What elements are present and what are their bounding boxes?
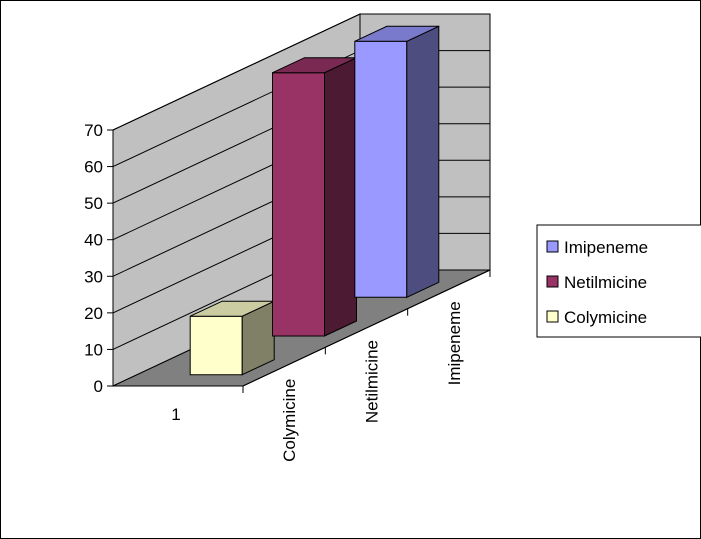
y-axis-ticks: 0 10 20 30 40 50 60 70 [84, 121, 114, 396]
bar-colymicine [189, 300, 275, 376]
bar-netilmicine [272, 56, 357, 337]
gridline [112, 13, 490, 131]
legend-label-colymicine: Colymicine [564, 308, 647, 327]
y-tick-label: 60 [84, 158, 103, 177]
legend-box [536, 224, 701, 338]
bar-front [189, 315, 243, 376]
y-tick-label: 70 [84, 121, 103, 140]
y-tick-label: 20 [84, 304, 103, 323]
depth-label-colymicine: Colymicine [280, 379, 299, 462]
bar-side [406, 25, 440, 299]
bar-side [324, 56, 357, 337]
y-tick-label: 30 [84, 267, 103, 286]
depth-label-imipeneme: Imipeneme [445, 301, 464, 385]
legend-swatch-colymicine [546, 310, 559, 323]
bar-front [272, 72, 325, 337]
legend-swatch-imipeneme [546, 240, 559, 253]
depth-axis-line [242, 269, 491, 387]
y-tick-label: 0 [94, 377, 103, 396]
bar-top [354, 25, 440, 42]
chart-legend: Imipeneme Netilmicine Colymicine [536, 224, 701, 338]
bar-front [354, 40, 408, 298]
y-tick-label: 50 [84, 194, 103, 213]
legend-label-netilmicine: Netilmicine [564, 273, 647, 292]
x-axis-labels: 1 Colymicine Netilmicine Imipeneme [113, 269, 491, 462]
y-tick-label: 40 [84, 231, 103, 250]
chart-bars [189, 25, 440, 376]
bar-imipeneme [354, 25, 440, 299]
y-tick-label: 10 [84, 340, 103, 359]
legend-swatch-netilmicine [546, 275, 559, 288]
legend-label-imipeneme: Imipeneme [564, 238, 648, 257]
category-label: 1 [171, 405, 180, 424]
depth-label-netilmicine: Netilmicine [363, 340, 382, 423]
